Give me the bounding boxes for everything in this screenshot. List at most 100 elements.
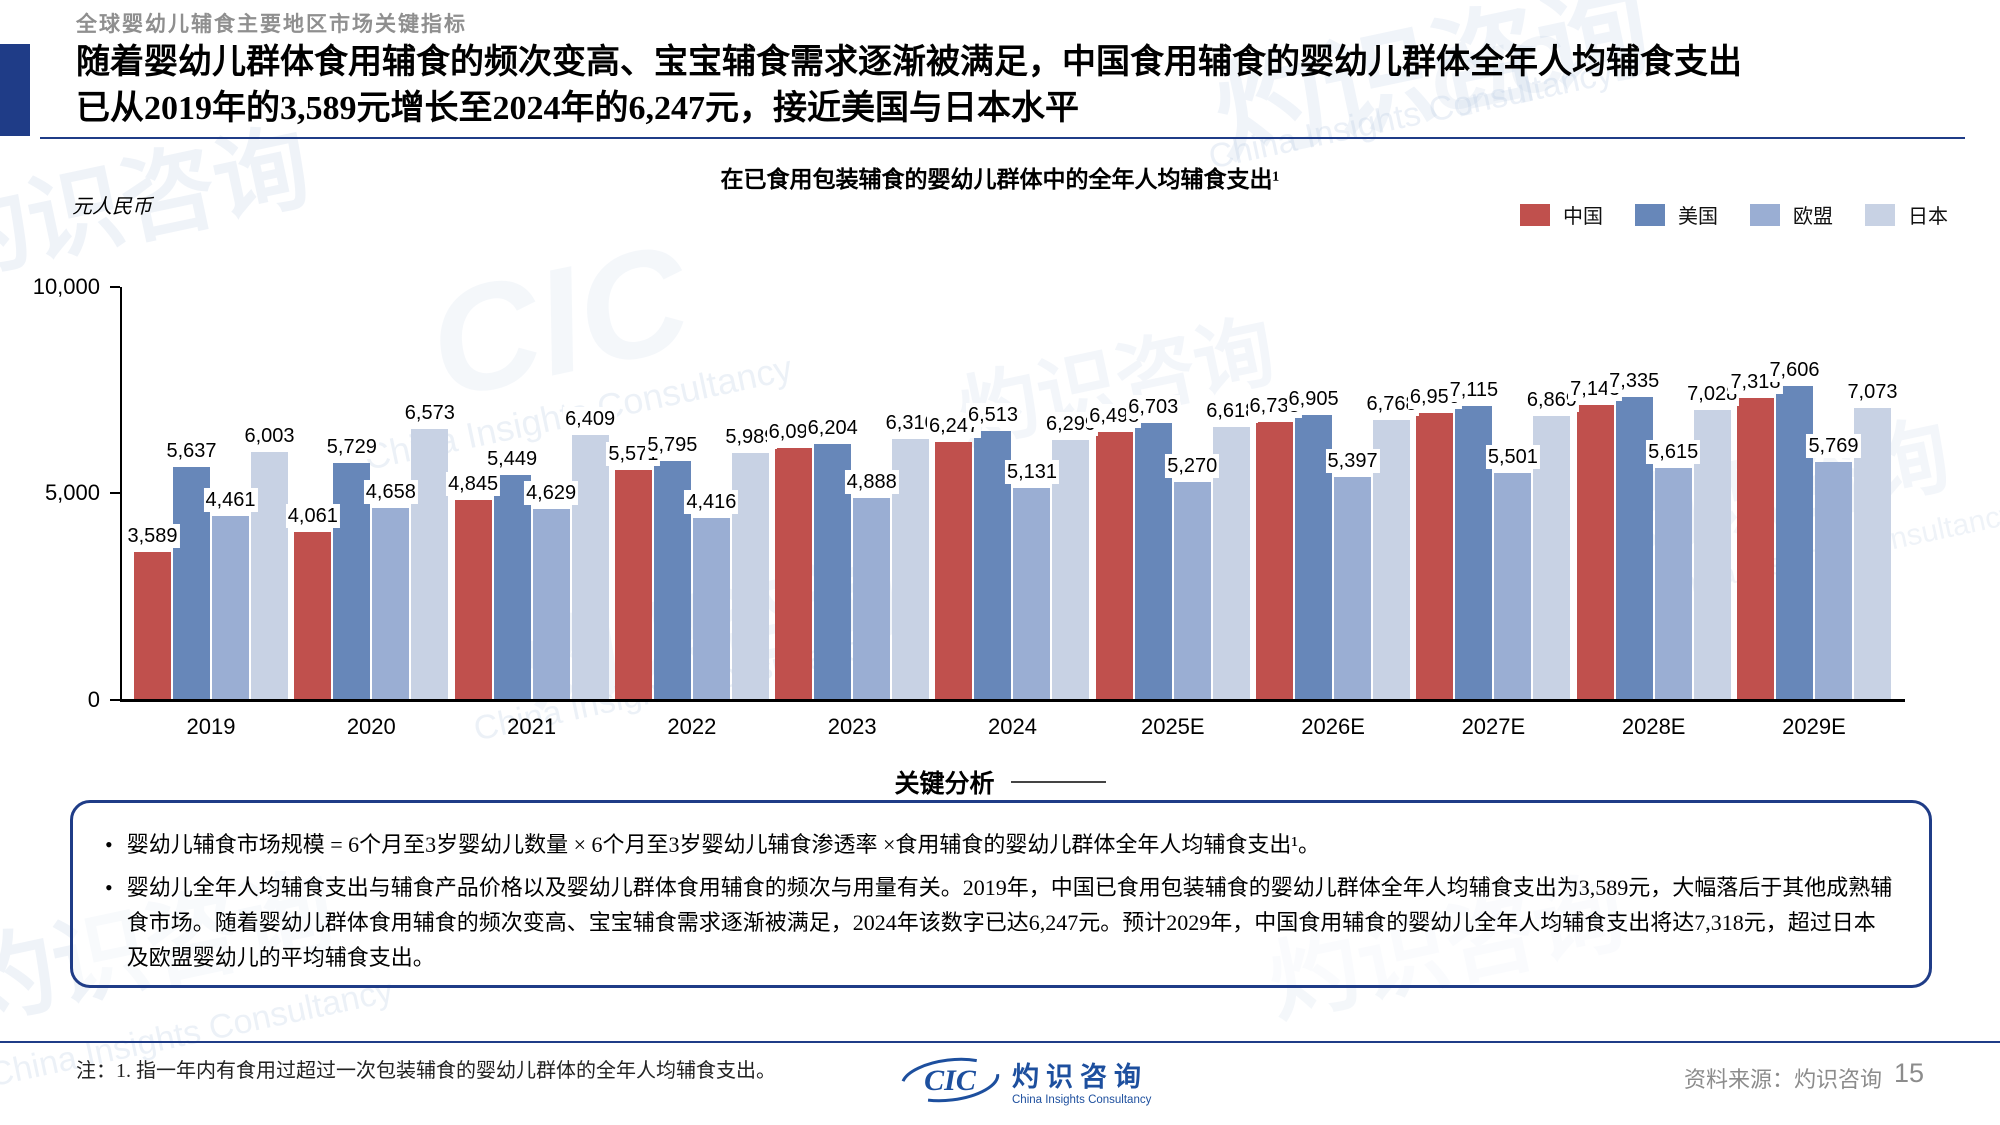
page-title: 随着婴幼儿群体食用辅食的频次变高、宝宝辅食需求逐渐被满足，中国食用辅食的婴幼儿群… bbox=[76, 44, 1742, 127]
barwrap: 7,115 bbox=[1447, 287, 1501, 700]
bar-中国-2027E bbox=[1416, 413, 1454, 700]
barwrap: 6,618 bbox=[1204, 287, 1259, 700]
footnote: 注：1. 指一年内有食用过超过一次包装辅食的婴幼儿群体的全年人均辅食支出。 bbox=[76, 1060, 776, 1082]
x-axis-label-2021: 2021 bbox=[507, 714, 557, 739]
barwrap: 6,573 bbox=[402, 287, 457, 700]
bar-value-label: 7,073 bbox=[1845, 380, 1900, 404]
bar-value-label: 4,845 bbox=[446, 472, 501, 496]
legend-item-美国: 美国 bbox=[1635, 200, 1718, 229]
bar-中国-2028E bbox=[1576, 405, 1614, 700]
chart-title: 在已食用包装辅食的婴幼儿群体中的全年人均辅食支出¹ bbox=[720, 167, 1280, 192]
barwrap: 5,397 bbox=[1325, 287, 1380, 700]
year-group-2026E: 6,733 6,905 5,397 6,768 2026E bbox=[1247, 287, 1419, 739]
bar-中国-2025E bbox=[1095, 432, 1133, 700]
bar-value-label: 7,115 bbox=[1447, 378, 1501, 402]
cic-logo-name-en: China Insights Consultancy bbox=[1012, 1093, 1152, 1106]
barwrap: 6,905 bbox=[1286, 287, 1341, 700]
barwrap: 7,335 bbox=[1607, 287, 1662, 700]
analysis-bullet: • 婴幼儿全年人均辅食支出与辅食产品价格以及婴幼儿群体食用辅食的频次与用量有关。… bbox=[105, 870, 1897, 975]
bar-value-label: 5,729 bbox=[324, 435, 379, 459]
bar-value-label: 4,658 bbox=[363, 480, 418, 504]
legend-swatch-icon bbox=[1635, 203, 1665, 226]
bar-欧盟-2028E bbox=[1654, 468, 1692, 700]
barwrap: 5,131 bbox=[1004, 287, 1060, 700]
barwrap: 4,061 bbox=[285, 287, 340, 700]
y-tick-label: 0 bbox=[87, 687, 100, 712]
cic-logo-icon: CIC bbox=[900, 1057, 1000, 1103]
legend-label: 中国 bbox=[1563, 206, 1603, 228]
bar-value-label: 5,501 bbox=[1485, 445, 1540, 469]
bar-value-label: 5,795 bbox=[645, 433, 700, 457]
bar-groups: 3,589 5,637 4,461 6,003 2019 4,061 5,729 4,658 6… bbox=[125, 287, 1900, 739]
barwrap: 7,145 bbox=[1568, 287, 1623, 700]
barwrap: 6,513 bbox=[965, 287, 1021, 700]
y-axis bbox=[120, 287, 122, 700]
barwrap: 5,615 bbox=[1646, 287, 1701, 700]
barwrap: 6,768 bbox=[1364, 287, 1419, 700]
barwrap: 5,270 bbox=[1165, 287, 1220, 700]
bar-value-label: 6,768 bbox=[1364, 392, 1419, 416]
bar-欧盟-2025E bbox=[1173, 482, 1211, 700]
bar-value-label: 5,637 bbox=[164, 439, 219, 463]
barwrap: 6,094 bbox=[766, 287, 821, 700]
analysis-header: 关键分析 bbox=[0, 764, 2000, 800]
y-tick-mark bbox=[110, 492, 120, 494]
x-axis-label-2023: 2023 bbox=[827, 714, 877, 739]
analysis-header-label: 关键分析 bbox=[894, 771, 995, 798]
y-tick-mark bbox=[110, 699, 120, 701]
bar-value-label: 4,461 bbox=[203, 488, 258, 512]
bar-欧盟-2022 bbox=[692, 518, 730, 700]
bar-中国-2019 bbox=[134, 552, 171, 700]
bullet-icon: • bbox=[105, 875, 113, 900]
bar-value-label: 6,513 bbox=[965, 403, 1021, 427]
bar-value-label: 5,270 bbox=[1165, 454, 1220, 478]
cic-logo: CIC 灼识咨询 China Insights Consultancy bbox=[898, 1052, 1151, 1108]
cic-logo-text: 灼识咨询 China Insights Consultancy bbox=[1012, 1055, 1151, 1106]
x-axis-label-2028E: 2028E bbox=[1621, 714, 1686, 739]
slide-kicker: 全球婴幼儿辅食主要地区市场关键指标 bbox=[76, 12, 467, 36]
barwrap: 6,299 bbox=[1043, 287, 1099, 700]
barwrap: 6,409 bbox=[563, 287, 618, 700]
bar-美国-2021 bbox=[493, 475, 531, 700]
bar-欧盟-2027E bbox=[1494, 473, 1532, 700]
bar-value-label: 4,629 bbox=[524, 481, 579, 505]
bar-value-label: 7,335 bbox=[1607, 369, 1662, 393]
x-axis-label-2025E: 2025E bbox=[1140, 714, 1205, 739]
bar-中国-2020 bbox=[294, 532, 332, 700]
bar-中国-2029E bbox=[1736, 398, 1774, 700]
year-group-2022: 5,571 5,795 4,416 5,989 2022 bbox=[606, 287, 778, 739]
y-tick-mark bbox=[110, 286, 120, 288]
barwrap: 4,416 bbox=[684, 287, 739, 700]
bar-日本-2021 bbox=[571, 435, 609, 700]
barwrap: 7,028 bbox=[1685, 287, 1740, 700]
bar-欧盟-2020 bbox=[372, 508, 410, 700]
barwrap: 6,703 bbox=[1126, 287, 1181, 700]
barwrap: 5,571 bbox=[606, 287, 661, 700]
year-group-2025E: 6,498 6,703 5,270 6,618 2025E bbox=[1087, 287, 1259, 739]
barwrap: 5,449 bbox=[485, 287, 540, 700]
bar-value-label: 4,416 bbox=[684, 490, 739, 514]
bar-欧盟-2023 bbox=[853, 498, 891, 700]
svg-text:CIC: CIC bbox=[924, 1064, 977, 1097]
barwrap: 6,869 bbox=[1524, 287, 1579, 700]
legend-label: 欧盟 bbox=[1793, 206, 1833, 228]
chart-legend: 中国 美国 欧盟 日本 bbox=[1520, 200, 1948, 229]
x-axis-label-2019: 2019 bbox=[186, 714, 236, 739]
barwrap: 6,498 bbox=[1087, 287, 1142, 700]
barwrap: 3,589 bbox=[125, 287, 180, 700]
x-axis-label-2026E: 2026E bbox=[1301, 714, 1365, 739]
footer-divider bbox=[0, 1041, 2000, 1043]
year-group-2023: 6,094 6,204 4,888 6,310 2023 bbox=[766, 287, 938, 739]
year-group-2020: 4,061 5,729 4,658 6,573 2020 bbox=[285, 287, 457, 739]
bar-欧盟-2026E bbox=[1334, 477, 1372, 700]
bar-value-label: 6,409 bbox=[563, 407, 618, 431]
bar-value-label: 4,888 bbox=[844, 470, 899, 494]
bar-value-label: 5,131 bbox=[1004, 460, 1060, 484]
title-accent-block bbox=[0, 44, 30, 136]
bar-中国-2023 bbox=[775, 448, 813, 700]
analysis-header-rule bbox=[1010, 781, 1106, 783]
bullet-icon: • bbox=[105, 832, 113, 857]
analysis-box: • 婴幼儿辅食市场规模 = 6个月至3岁婴幼儿数量 × 6个月至3岁婴幼儿辅食渗… bbox=[70, 800, 1932, 988]
legend-swatch-icon bbox=[1865, 203, 1895, 226]
bar-日本-2020 bbox=[411, 429, 449, 700]
